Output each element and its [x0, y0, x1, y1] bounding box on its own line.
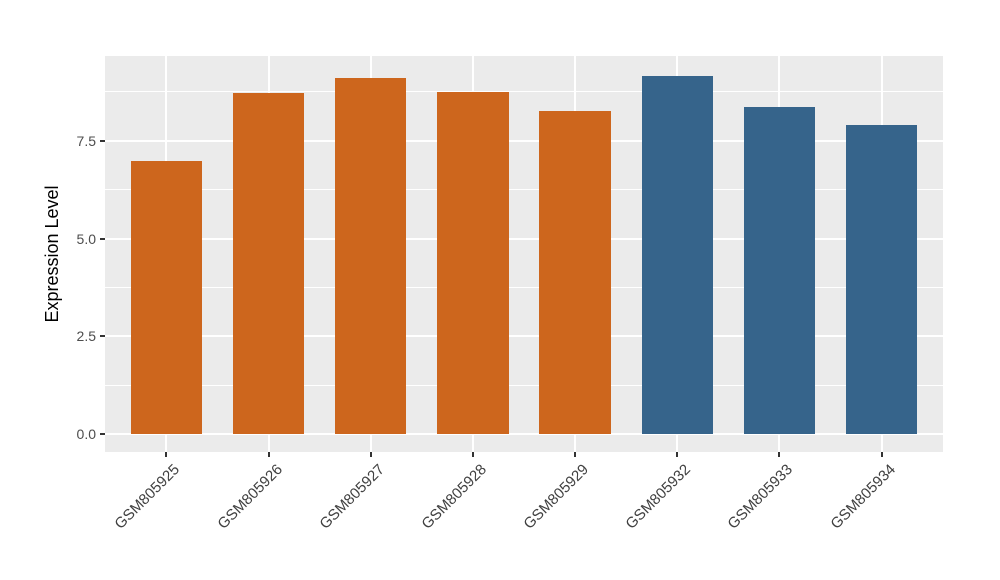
- gridline-h-minor: [105, 384, 943, 386]
- x-tick-label-GSM805934: GSM805934: [827, 461, 899, 533]
- gridline-h-major: [105, 433, 943, 436]
- x-tick-mark: [471, 452, 474, 457]
- x-tick-label-GSM805925: GSM805925: [111, 461, 184, 533]
- bar-GSM805926: [232, 93, 305, 434]
- y-tick-mark: [100, 433, 105, 436]
- gridline-h-minor: [105, 91, 943, 93]
- y-tick-label: 0.0: [76, 426, 96, 443]
- y-tick-mark: [100, 335, 105, 338]
- x-tick-label-GSM805929: GSM805929: [520, 461, 593, 533]
- x-tick-mark: [778, 452, 781, 457]
- y-tick-label: 7.5: [76, 132, 96, 149]
- x-tick-mark: [165, 452, 168, 457]
- gridline-h-minor: [105, 286, 943, 288]
- x-tick-label-GSM805927: GSM805927: [316, 461, 388, 533]
- bar-GSM805929: [539, 111, 611, 434]
- bar-GSM805928: [437, 91, 509, 434]
- bar-GSM805934: [845, 125, 918, 434]
- gridline-h-major: [105, 335, 943, 338]
- x-tick-label-GSM805926: GSM805926: [213, 461, 286, 533]
- x-tick-label-GSM805928: GSM805928: [418, 461, 490, 533]
- x-tick-mark: [267, 452, 270, 457]
- x-tick-mark: [676, 452, 679, 457]
- x-tick-mark: [574, 452, 577, 457]
- bar-GSM805925: [130, 161, 203, 435]
- y-tick-mark: [100, 139, 105, 142]
- gridline-h-major: [105, 139, 943, 142]
- gridline-h-minor: [105, 189, 943, 191]
- bar-GSM805932: [641, 75, 714, 434]
- y-tick-mark: [100, 237, 105, 240]
- x-tick-mark: [369, 452, 372, 457]
- gridline-h-major: [105, 237, 943, 240]
- y-tick-label: 5.0: [76, 230, 96, 247]
- x-tick-mark: [880, 452, 883, 457]
- y-tick-label: 2.5: [76, 328, 96, 345]
- x-tick-label-GSM805932: GSM805932: [622, 461, 695, 533]
- x-tick-label-GSM805933: GSM805933: [724, 461, 797, 533]
- plot-panel: [105, 56, 943, 452]
- bar-GSM805933: [743, 107, 816, 434]
- bar-GSM805927: [334, 77, 407, 435]
- y-axis-title: Expression Level: [42, 185, 62, 323]
